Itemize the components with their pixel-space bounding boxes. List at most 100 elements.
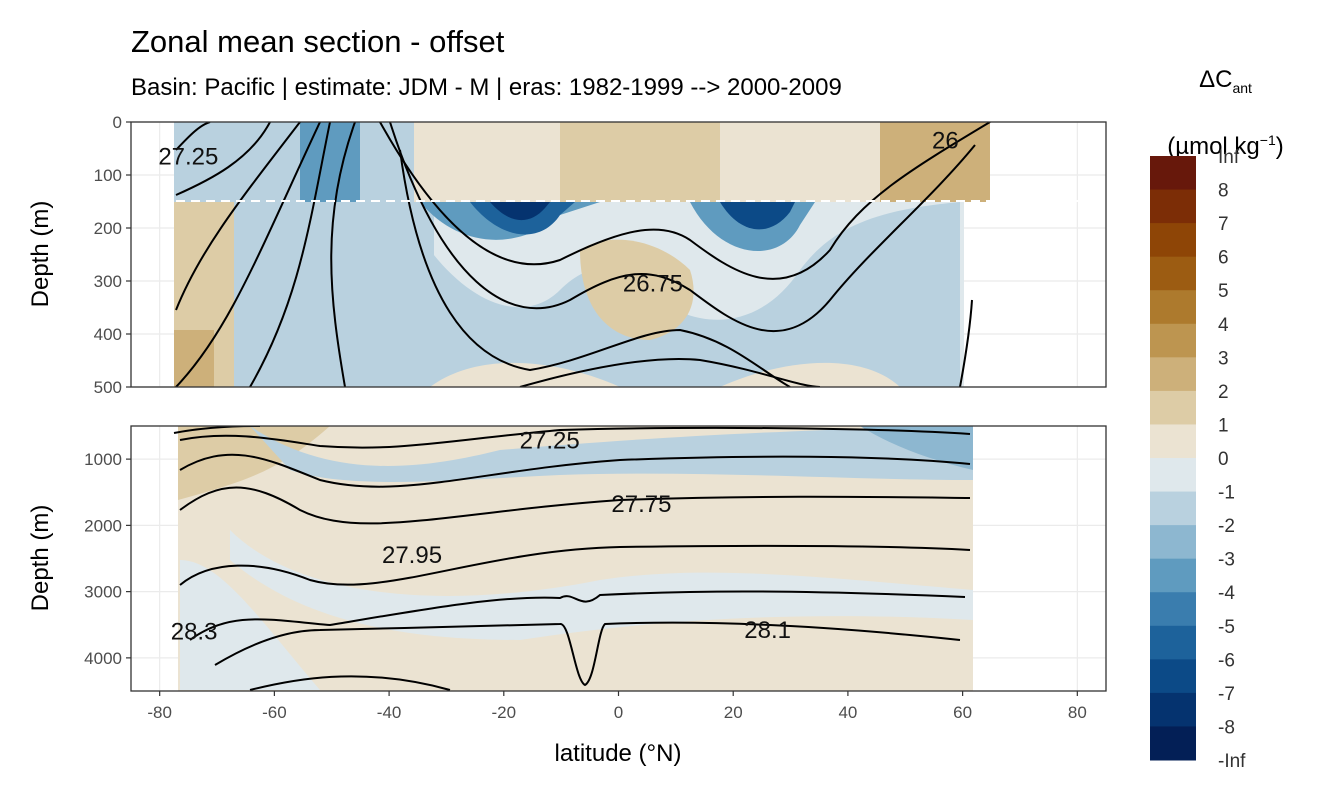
isopycnal	[249, 675, 451, 691]
upper-y-axis: 0 100 200 300 400 500	[94, 113, 131, 397]
legend-title-main: ΔC	[1199, 66, 1233, 93]
lower-y-axis: 1000 2000 3000 4000	[84, 450, 131, 668]
colorbar-swatch	[1150, 692, 1196, 727]
isopycnal	[175, 122, 211, 151]
colorbar-label: 5	[1218, 281, 1229, 302]
colorbar-swatch	[1150, 458, 1196, 493]
legend-title: ΔCant (µmol kg−1)	[1148, 54, 1303, 173]
colorbar-label: -7	[1218, 684, 1235, 705]
isopycnal	[189, 590, 966, 641]
field-fill	[180, 560, 320, 690]
y-tick-label: 4000	[84, 649, 122, 668]
x-tick-label: -20	[492, 703, 517, 722]
colorbar-swatch	[1150, 525, 1196, 560]
field-fill	[400, 202, 960, 387]
field-fill	[178, 426, 330, 500]
legend-unit-post: )	[1275, 132, 1284, 160]
x-tick-label: -40	[377, 703, 402, 722]
colorbar-swatch	[1150, 323, 1196, 358]
y-tick-label: 500	[94, 378, 122, 397]
isopycnal	[179, 544, 971, 586]
lower-contour-labels: 27.25 27.75 27.95 28.3 28.1	[171, 428, 791, 646]
colorbar-swatch	[1150, 156, 1196, 191]
isopycnal	[179, 453, 971, 488]
colorbar-swatch	[1150, 189, 1196, 224]
isopycnal	[249, 122, 331, 387]
contour-label: 28.1	[744, 617, 791, 644]
colorbar-swatch	[1150, 357, 1196, 392]
colorbar-swatch	[1150, 726, 1196, 761]
lower-field	[173, 426, 973, 691]
isopycnal	[379, 122, 991, 280]
y-tick-label: 400	[94, 325, 122, 344]
contour-label: 28.3	[171, 618, 218, 645]
colorbar-swatch	[1150, 390, 1196, 425]
colorbar-label: 7	[1218, 214, 1229, 235]
x-tick-label: -60	[262, 703, 287, 722]
field-fill	[174, 122, 414, 202]
colorbar-label: -1	[1218, 483, 1235, 504]
colorbar-label: 0	[1218, 449, 1229, 470]
legend-title-sub: ant	[1232, 79, 1252, 96]
field-fill	[720, 202, 795, 230]
y-tick-label: 1000	[84, 450, 122, 469]
x-tick-label: 20	[724, 703, 743, 722]
isopycnal	[959, 299, 973, 387]
isopycnal	[175, 122, 271, 196]
field-fill	[174, 330, 214, 387]
colorbar-label: 6	[1218, 248, 1229, 269]
field-fill	[720, 362, 900, 387]
isopycnal	[519, 358, 821, 387]
colorbar-swatch	[1150, 558, 1196, 593]
colorbar-label: 3	[1218, 348, 1229, 369]
x-axis-label: latitude (°N)	[555, 740, 682, 767]
y-tick-label: 0	[113, 113, 122, 132]
x-tick-label: 0	[614, 703, 623, 722]
x-axis: -80 -60 -40 -20 0 20 40 60 80	[147, 691, 1087, 722]
colorbar-label: -3	[1218, 550, 1235, 571]
field-fill	[580, 239, 694, 340]
y-tick-label: 3000	[84, 583, 122, 602]
upper-ylabel: Depth (m)	[27, 201, 54, 308]
colorbar: Inf 8 7 6 5 4 3 2 1 0 -1 -2 -3 -4 -5 -6 -7 -8 -Inf	[1150, 147, 1246, 772]
isopycnal	[214, 621, 961, 687]
field-fill	[250, 426, 973, 482]
colorbar-swatch	[1150, 256, 1196, 291]
colorbar-swatch	[1150, 290, 1196, 325]
x-tick-label: -80	[147, 703, 172, 722]
colorbar-swatch	[1150, 491, 1196, 526]
contour-label: 26	[932, 128, 959, 155]
colorbar-label: -8	[1218, 717, 1235, 738]
field-fill	[490, 202, 550, 221]
colorbar-label: -5	[1218, 617, 1235, 638]
colorbar-swatch	[1150, 625, 1196, 660]
isopycnal	[175, 122, 321, 387]
field-fill	[860, 426, 973, 470]
isopycnal	[175, 122, 301, 311]
colorbar-label: 4	[1218, 315, 1229, 336]
colorbar-swatch	[1150, 592, 1196, 627]
field-fill	[230, 530, 973, 640]
contour-label: 27.25	[158, 143, 218, 170]
y-tick-label: 200	[94, 219, 122, 238]
lower-isopycnals	[173, 426, 971, 691]
isopycnal	[399, 149, 791, 387]
chart-subtitle: Basin: Pacific | estimate: JDM - M | era…	[131, 74, 842, 101]
x-tick-label: 60	[953, 703, 972, 722]
x-tick-label: 40	[838, 703, 857, 722]
y-tick-label: 100	[94, 166, 122, 185]
isopycnal	[330, 122, 356, 387]
colorbar-label: -4	[1218, 583, 1235, 604]
lower-ylabel: Depth (m)	[27, 505, 54, 612]
colorbar-label: -2	[1218, 516, 1235, 537]
legend-unit-sup: −1	[1259, 131, 1276, 148]
colorbar-label: 2	[1218, 382, 1229, 403]
colorbar-swatch	[1150, 223, 1196, 258]
contour-label: 27.25	[520, 428, 580, 455]
colorbar-label: 8	[1218, 181, 1229, 202]
upper-panel-border	[130, 121, 1107, 388]
upper-isopycnals	[175, 122, 991, 387]
isopycnal	[179, 426, 971, 449]
contour-label: 26.75	[623, 271, 683, 298]
